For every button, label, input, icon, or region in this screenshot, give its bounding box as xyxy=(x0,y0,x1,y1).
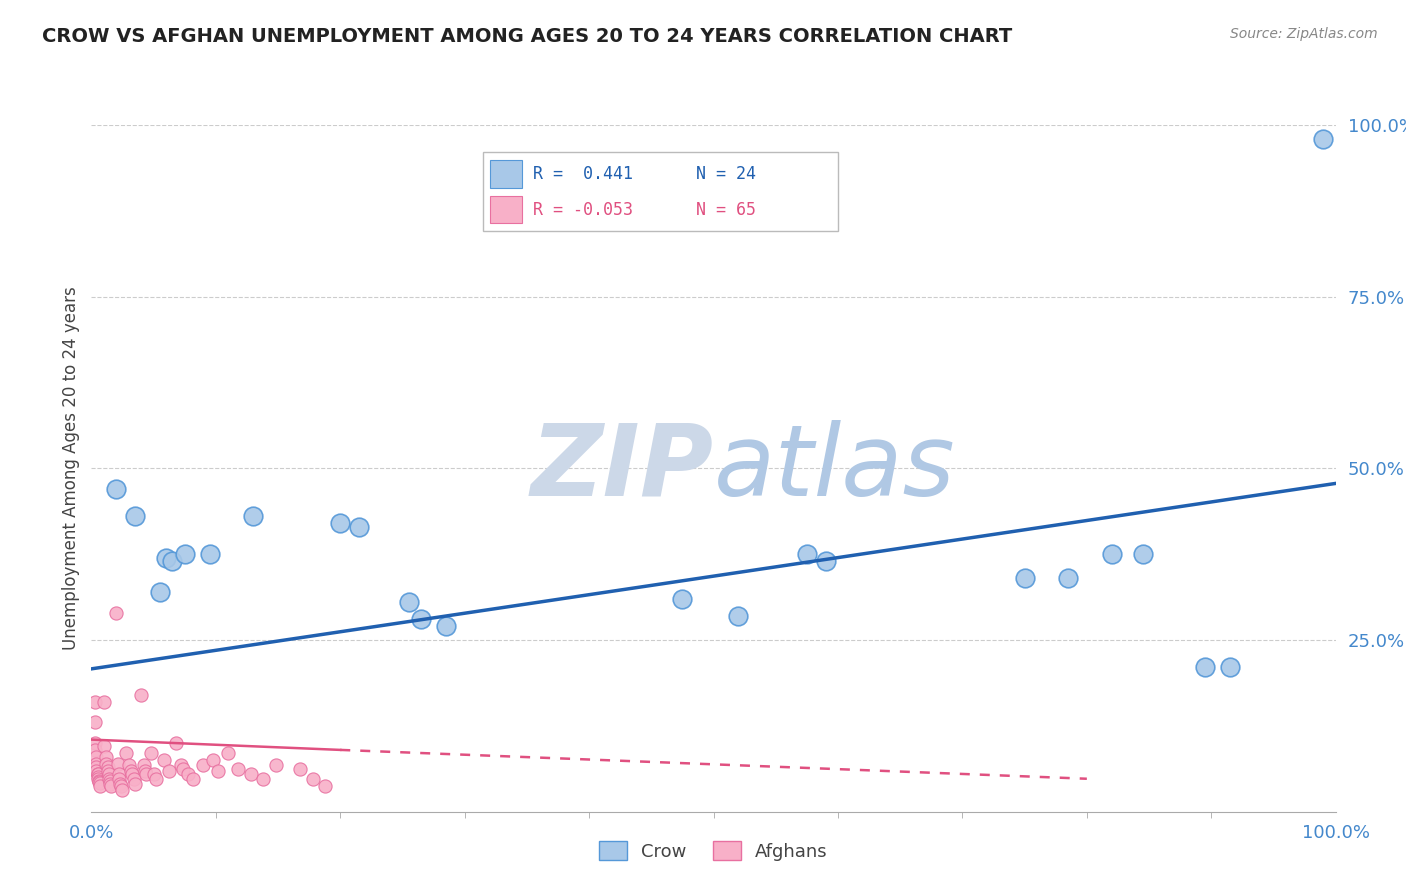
Point xyxy=(170,758,193,772)
Point xyxy=(86,749,108,764)
Point xyxy=(120,764,142,778)
Point xyxy=(121,767,143,781)
Point xyxy=(149,585,172,599)
Point xyxy=(97,772,120,786)
Point xyxy=(84,743,107,757)
Point xyxy=(86,770,108,785)
Legend: Crow, Afghans: Crow, Afghans xyxy=(592,834,835,868)
Point xyxy=(1312,131,1334,145)
Point xyxy=(162,554,184,568)
Point xyxy=(314,779,336,793)
Point xyxy=(165,736,187,750)
Point xyxy=(124,777,146,791)
Point xyxy=(145,772,167,786)
Point xyxy=(1101,547,1123,561)
Point xyxy=(84,695,107,709)
Point xyxy=(129,688,152,702)
Point xyxy=(411,612,433,626)
Point xyxy=(118,758,141,772)
Point xyxy=(86,760,108,774)
Point xyxy=(98,777,121,791)
Point xyxy=(135,767,157,781)
Point xyxy=(202,753,225,767)
Point xyxy=(814,554,837,568)
Point xyxy=(84,715,107,730)
Point xyxy=(1132,547,1154,561)
Point xyxy=(111,782,134,797)
Point xyxy=(134,764,156,778)
Point xyxy=(122,772,145,786)
Point xyxy=(86,772,108,786)
Point xyxy=(671,591,693,606)
Point xyxy=(98,773,121,788)
Point xyxy=(434,619,457,633)
Point xyxy=(86,767,108,781)
Point xyxy=(173,547,195,561)
Point xyxy=(727,609,749,624)
Point xyxy=(264,758,287,772)
Point xyxy=(226,762,249,776)
Point xyxy=(97,764,120,778)
Point xyxy=(193,758,215,772)
Point xyxy=(86,767,108,781)
Point xyxy=(1014,571,1036,585)
Point xyxy=(155,550,177,565)
Text: Source: ZipAtlas.com: Source: ZipAtlas.com xyxy=(1230,27,1378,41)
Point xyxy=(89,779,111,793)
Point xyxy=(1219,660,1241,674)
Point xyxy=(100,779,122,793)
Point xyxy=(290,762,312,776)
Point xyxy=(172,762,194,776)
Point xyxy=(105,606,128,620)
Point xyxy=(93,739,115,754)
Point xyxy=(96,756,118,771)
Point xyxy=(139,747,162,761)
Point xyxy=(105,482,128,496)
Point xyxy=(239,767,262,781)
Point xyxy=(252,772,274,786)
Point xyxy=(796,547,818,561)
Point xyxy=(110,779,132,793)
Point xyxy=(107,772,129,786)
Point xyxy=(93,695,115,709)
Text: ZIP: ZIP xyxy=(530,420,713,516)
Point xyxy=(198,547,221,561)
Point xyxy=(87,775,110,789)
Point xyxy=(107,756,129,771)
Point xyxy=(86,756,108,771)
Point xyxy=(124,509,146,524)
Point xyxy=(242,509,264,524)
Point xyxy=(142,767,165,781)
Point xyxy=(86,764,108,778)
Point xyxy=(329,516,352,531)
Point xyxy=(96,749,118,764)
Point xyxy=(97,760,120,774)
Point xyxy=(115,747,138,761)
Point xyxy=(398,595,420,609)
Point xyxy=(347,519,370,533)
Point xyxy=(177,767,200,781)
Point xyxy=(1194,660,1216,674)
Point xyxy=(108,777,131,791)
Point xyxy=(152,753,174,767)
Text: atlas: atlas xyxy=(713,420,955,516)
Point xyxy=(1057,571,1080,585)
Point xyxy=(107,767,129,781)
Point xyxy=(89,776,111,790)
Point xyxy=(302,772,325,786)
Point xyxy=(183,772,205,786)
Point xyxy=(132,758,155,772)
Y-axis label: Unemployment Among Ages 20 to 24 years: Unemployment Among Ages 20 to 24 years xyxy=(62,286,80,650)
Point xyxy=(217,747,239,761)
Point xyxy=(157,764,180,778)
Point xyxy=(97,767,120,781)
Point xyxy=(207,764,229,778)
Text: CROW VS AFGHAN UNEMPLOYMENT AMONG AGES 20 TO 24 YEARS CORRELATION CHART: CROW VS AFGHAN UNEMPLOYMENT AMONG AGES 2… xyxy=(42,27,1012,45)
Point xyxy=(87,773,110,788)
Point xyxy=(84,736,107,750)
